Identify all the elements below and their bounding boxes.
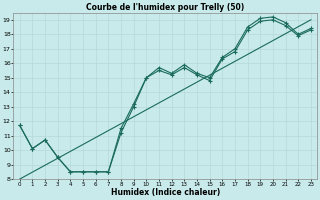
X-axis label: Humidex (Indice chaleur): Humidex (Indice chaleur) bbox=[111, 188, 220, 197]
Title: Courbe de l'humidex pour Trelly (50): Courbe de l'humidex pour Trelly (50) bbox=[86, 3, 244, 12]
